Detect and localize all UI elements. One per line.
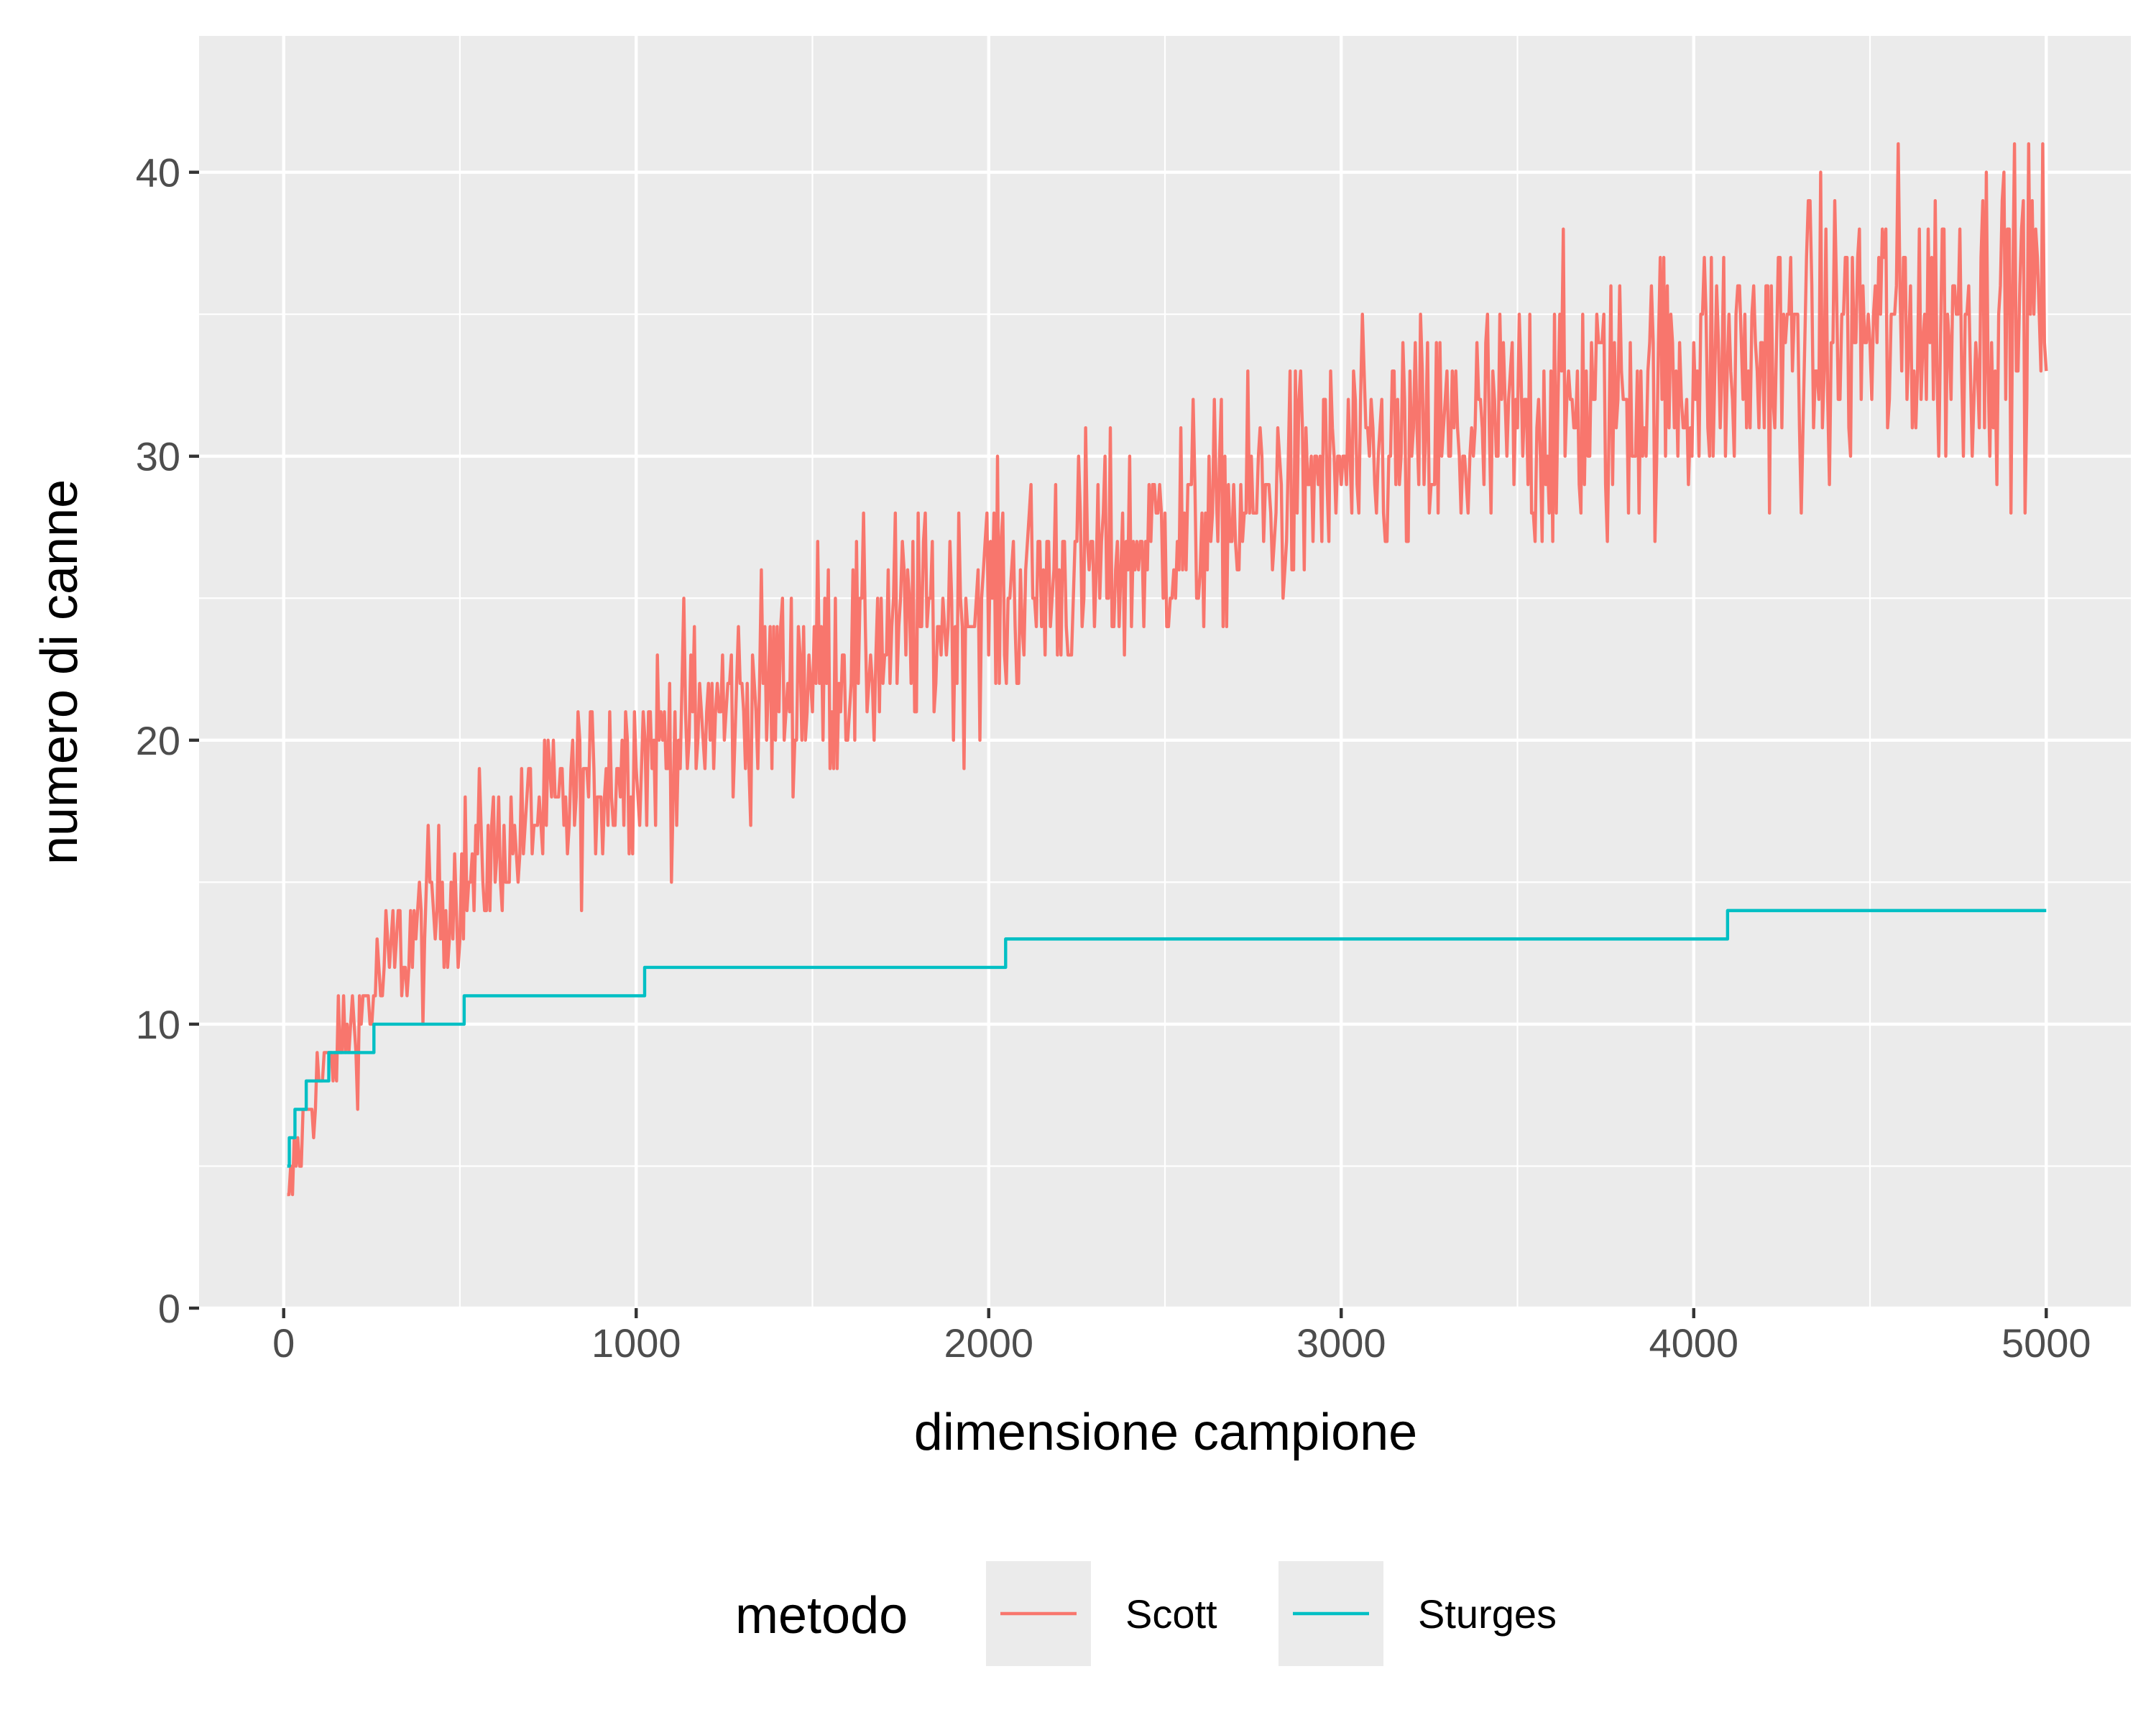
y-tick-label: 10: [136, 1002, 180, 1047]
x-tick-label: 4000: [1649, 1320, 1738, 1366]
x-tick-label: 2000: [944, 1320, 1033, 1366]
legend-label-scott: Scott: [1125, 1591, 1217, 1637]
y-tick-label: 20: [136, 718, 180, 763]
series-line-scott: [287, 142, 2048, 1197]
legend-items: Scott Sturges: [986, 1561, 1557, 1666]
series-line-sturges: [287, 908, 2047, 1168]
y-tick-label: 30: [136, 434, 180, 479]
legend-label-sturges: Sturges: [1418, 1591, 1557, 1637]
x-tick-labels: 0 1000 2000 3000 4000 5000: [272, 1320, 2091, 1366]
x-tick-label: 3000: [1296, 1320, 1386, 1366]
x-tick-label: 1000: [591, 1320, 681, 1366]
y-axis-title: numero di canne: [31, 479, 88, 865]
x-tick-label: 5000: [2001, 1320, 2091, 1366]
y-tick-label: 40: [136, 150, 180, 196]
x-tick-label: 0: [272, 1320, 295, 1366]
legend: metodo Scott Sturges: [735, 1561, 1557, 1666]
legend-title: metodo: [735, 1587, 908, 1644]
series-layer: [287, 142, 2048, 1197]
y-tick-label: 0: [158, 1286, 180, 1331]
major-gridlines: [199, 36, 2131, 1310]
y-tick-labels: 0 10 20 30 40: [136, 150, 180, 1331]
axis-ticks: [189, 170, 2048, 1318]
x-axis-title: dimensione campione: [914, 1404, 1417, 1461]
